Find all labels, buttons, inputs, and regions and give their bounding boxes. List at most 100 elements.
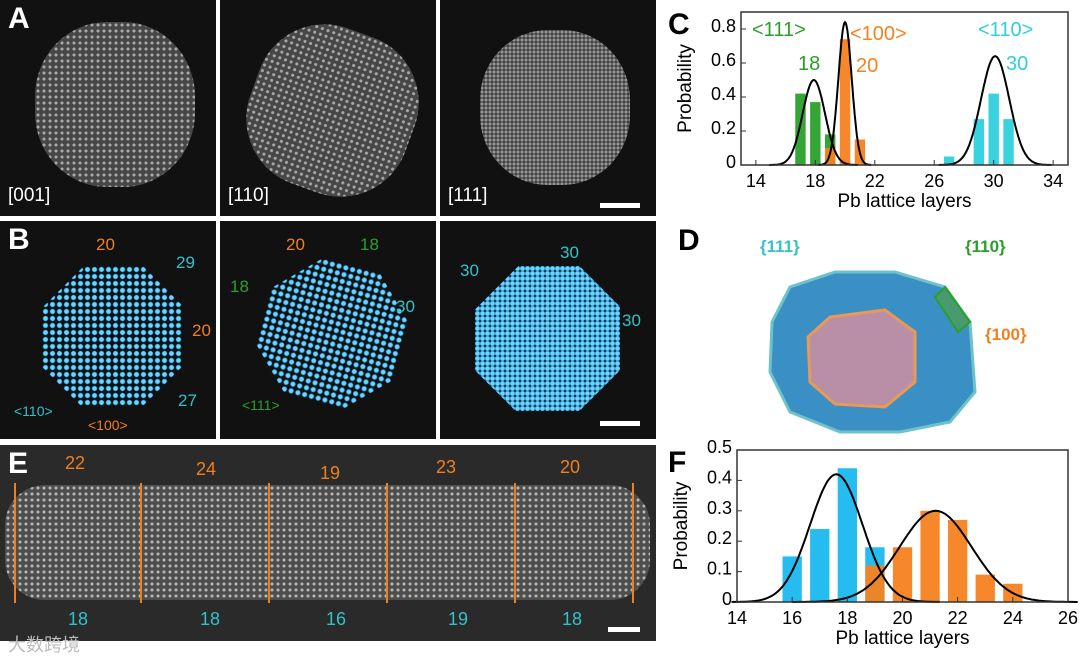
bar-<100> [824, 148, 836, 165]
annotation: 29 [176, 253, 195, 272]
y-tick-label: 0 [722, 589, 732, 609]
y-tick-label: 0.2 [707, 528, 732, 548]
x-tick-label: 18 [805, 171, 825, 191]
x-tick-label: 26 [924, 171, 944, 191]
series-mode-label: 30 [1006, 53, 1028, 75]
annotation: <111> [242, 397, 280, 413]
facet-110 [933, 285, 972, 334]
atom-octagon [246, 247, 417, 418]
y-axis-label: Probability [675, 44, 696, 133]
annotation: 20 [192, 321, 211, 340]
bar-width [920, 510, 940, 602]
boundary-line [14, 483, 16, 603]
nanocrystal [5, 485, 650, 600]
panel-label: C [668, 8, 690, 41]
x-tick-label: 18 [837, 608, 857, 628]
facet-label: {111} [760, 237, 800, 256]
series-label: <110> [978, 19, 1033, 41]
x-axis-label: Pb lattice layers [835, 628, 969, 649]
boundary-line [140, 483, 142, 603]
width-label: 23 [436, 457, 457, 477]
y-tick-label: 0.8 [711, 16, 736, 36]
scale-bar [608, 627, 640, 632]
height-label: 18 [68, 609, 89, 629]
x-tick-label: 34 [1043, 171, 1063, 191]
watermark: 大数跨境 [8, 635, 80, 655]
x-tick-label: 22 [948, 608, 968, 628]
gaussian-fit-height [731, 473, 940, 603]
atom-model-001: B 20 29 20 27 <110> <100> [0, 221, 216, 439]
bar-<111> [810, 102, 821, 165]
scale-bar [600, 203, 640, 208]
bar-<110> [988, 93, 999, 165]
chart-f: F 14 16 18 20 22 24 26 0 0.1 0.2 0.3 0.4 0.5 Pb lattic… [668, 440, 1078, 649]
gaussian-fit-<100> [818, 20, 872, 166]
y-tick-label: 0.3 [707, 498, 732, 518]
x-tick-label: 14 [746, 171, 766, 191]
stem-image-001: A [001] [0, 0, 216, 216]
annotation: 30 [560, 243, 579, 262]
gaussian-fit-<111> [769, 78, 858, 166]
y-tick-label: 0.4 [711, 84, 736, 104]
annotation: 30 [622, 311, 641, 330]
gaussian-fit-width [792, 509, 1078, 603]
stem-image-chain: E 22 24 19 23 20 18 18 16 19 18 [0, 445, 656, 641]
height-label: 19 [448, 609, 469, 629]
width-label: 24 [196, 459, 217, 479]
series-label: <111> [752, 19, 806, 41]
plot-frame [740, 11, 1069, 166]
scale-bar [600, 421, 640, 426]
annotation: 18 [230, 277, 249, 296]
x-tick-label: 16 [782, 608, 802, 628]
x-tick-label: 14 [727, 608, 747, 628]
y-axis-label: Probability [671, 481, 692, 570]
bar-width [892, 547, 913, 602]
facet-100 [806, 308, 917, 409]
boundary-line [386, 483, 388, 603]
panel-label: D [678, 224, 700, 257]
x-tick-label: 24 [1003, 608, 1023, 628]
atom-model-111: 30 30 30 [440, 221, 656, 439]
facet-label: {100} [985, 325, 1027, 344]
nanocrystal [35, 22, 195, 187]
y-tick-label: 0.6 [711, 50, 736, 70]
zone-axis-label: [111] [448, 185, 488, 206]
y-tick-label: 0.4 [707, 467, 732, 487]
height-label: 18 [200, 609, 221, 629]
atom-octagon [475, 266, 620, 411]
series-mode-label: 18 [798, 53, 820, 75]
bar-<111> [795, 93, 806, 165]
x-tick-label: 26 [1058, 608, 1078, 628]
height-label: 18 [562, 609, 583, 629]
x-tick-label: 20 [892, 608, 912, 628]
x-tick-label: 30 [984, 171, 1004, 191]
bar-height [837, 468, 857, 602]
zone-axis-label: [001] [8, 185, 51, 206]
width-label: 19 [320, 463, 341, 483]
bar-<100> [839, 39, 851, 166]
panel-label: A [8, 2, 30, 35]
bar-height [782, 556, 802, 602]
annotation: 20 [96, 235, 115, 254]
bar-<110> [943, 156, 955, 165]
zone-axis-label: [110] [228, 185, 269, 206]
boundary-line [514, 483, 516, 603]
nanocrystal [480, 30, 630, 185]
width-label: 20 [560, 457, 581, 477]
annotation: <100> [88, 417, 128, 433]
width-label: 22 [65, 453, 86, 473]
annotation: 18 [360, 235, 379, 254]
panel-label: B [8, 223, 30, 256]
series-mode-label: 20 [856, 55, 878, 77]
annotation: <110> [14, 403, 53, 419]
bar-width [975, 574, 995, 602]
y-tick-label: 0 [726, 152, 736, 172]
chart-c: C 14 18 22 26 30 34 0 0.2 0.4 0.6 0.8 Pb lattice lay… [668, 8, 1069, 212]
annotation: 20 [286, 235, 305, 254]
annotation: 30 [396, 297, 415, 316]
bar-width [948, 519, 968, 602]
series-label: <100> [850, 23, 907, 45]
y-tick-label: 0.1 [707, 559, 732, 579]
gaussian-fit-<110> [938, 55, 1052, 166]
atom-model-110: 20 18 18 30 <111> [220, 221, 436, 439]
